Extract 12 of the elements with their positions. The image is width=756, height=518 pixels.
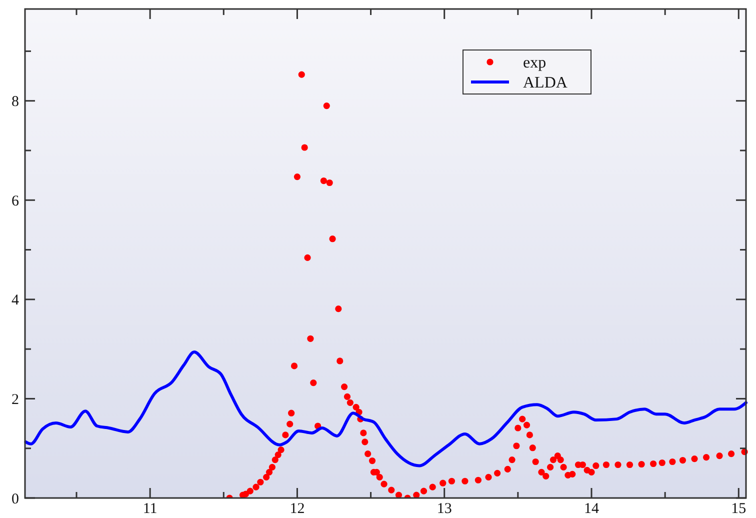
y-tick-label: 4 [12, 292, 20, 309]
x-tick-label: 15 [731, 501, 746, 517]
y-tick-label: 8 [12, 94, 19, 110]
y-tick-label: 2 [12, 392, 19, 408]
x-tick-label: 11 [142, 501, 158, 517]
legend-label: exp [523, 54, 546, 72]
x-tick-label: 13 [436, 501, 452, 517]
x-tick-label: 14 [584, 501, 600, 517]
legend-label: ALDA [523, 74, 568, 92]
x-tick-label: 12 [290, 501, 305, 517]
y-tick-label: 6 [12, 193, 20, 210]
y-tick-label: 0 [12, 491, 19, 508]
